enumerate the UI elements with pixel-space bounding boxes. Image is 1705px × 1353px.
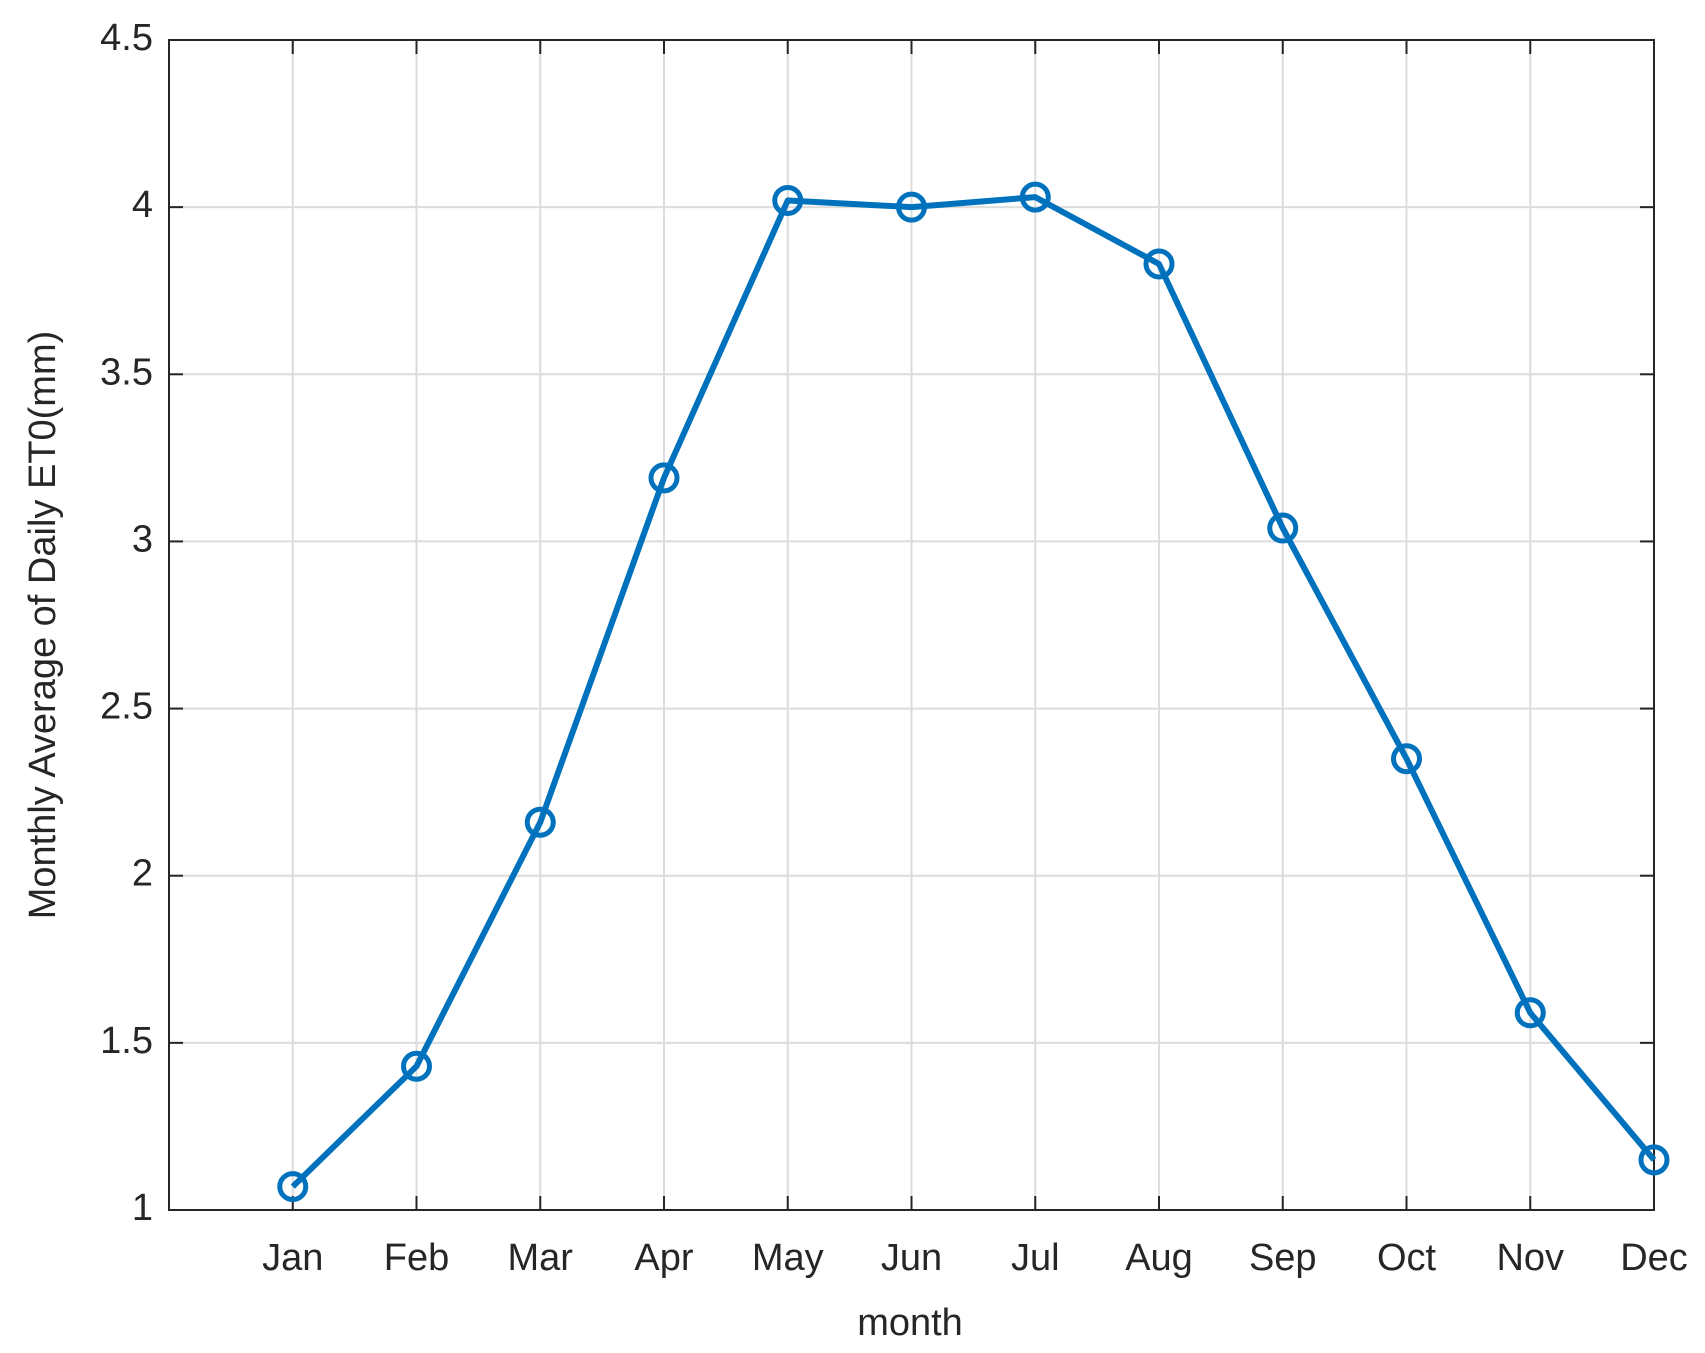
x-tick-label: Jan [262, 1237, 323, 1279]
y-tick-label: 2 [132, 853, 153, 895]
data-point [1638, 1144, 1670, 1176]
data-point [401, 1050, 432, 1082]
data-point [648, 462, 680, 494]
y-tick-label: 3 [132, 518, 153, 560]
y-tick-label: 2.5 [100, 686, 153, 728]
x-tick-label: Jul [1011, 1237, 1060, 1279]
x-tick-label: Dec [1620, 1237, 1688, 1279]
x-tick-label: Nov [1496, 1237, 1564, 1279]
y-tick-label: 4 [132, 184, 153, 226]
data-point [772, 184, 804, 216]
data-point [1514, 997, 1546, 1029]
x-tick-label: Sep [1249, 1237, 1317, 1279]
x-tick-label: Feb [384, 1237, 449, 1279]
data-point [1019, 181, 1051, 213]
x-tick-label: May [752, 1237, 824, 1279]
data-line [290, 194, 1657, 1189]
y-tick-label: 1 [132, 1187, 153, 1229]
x-tick-label: Mar [508, 1237, 574, 1279]
data-point [896, 191, 927, 223]
x-tick-label: Oct [1377, 1237, 1437, 1279]
x-axis-label: month [857, 1302, 963, 1344]
data-point [1391, 743, 1422, 775]
y-axis-label: Monthly Average of Daily ET0(mm) [22, 331, 64, 920]
data-point [1267, 512, 1299, 544]
data-point [277, 1171, 309, 1203]
x-tick-label: Aug [1125, 1237, 1193, 1279]
x-tick-label: Jun [881, 1237, 942, 1279]
data-point [524, 806, 556, 838]
data-point [1143, 248, 1175, 280]
x-tick-label: Apr [634, 1237, 693, 1279]
y-tick-label: 4.5 [100, 17, 153, 59]
y-tick-label: 1.5 [100, 1020, 153, 1062]
y-tick-label: 3.5 [100, 351, 153, 393]
